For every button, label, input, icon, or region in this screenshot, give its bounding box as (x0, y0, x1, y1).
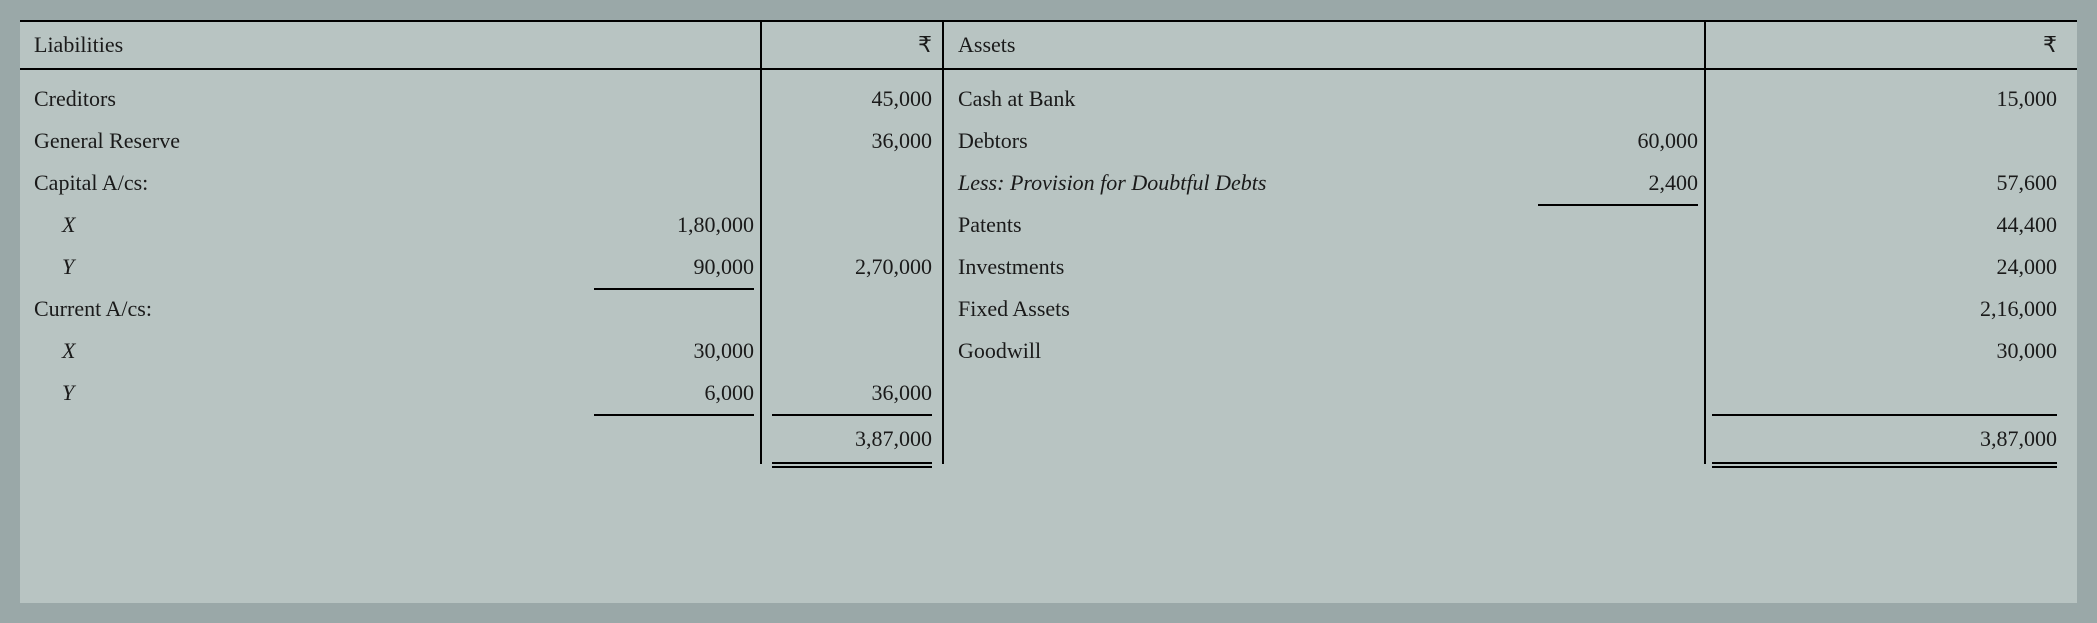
amt-investments: 24,000 (1712, 246, 2057, 288)
label-current-heading: Current A/cs: (34, 288, 574, 330)
amt-debtors-net: 57,600 (1712, 162, 2057, 204)
amt-cash: 15,000 (1712, 78, 2057, 120)
amt-ass-grand-total: 3,87,000 (1712, 414, 2057, 464)
label-general-reserve: General Reserve (34, 120, 574, 162)
amt-creditors: 45,000 (772, 78, 932, 120)
label-goodwill: Goodwill (958, 330, 1518, 372)
header-ass-currency: ₹ (1704, 22, 2077, 68)
col-ass-amt: 15,000 57,600 44,400 24,000 2,16,000 30,… (1704, 70, 2077, 464)
header-liab-currency: ₹ (762, 22, 944, 68)
sub-current-y: 6,000 (594, 372, 754, 416)
col-liab-labels: Creditors General Reserve Capital A/cs: … (20, 70, 588, 464)
label-capital-y: Y (34, 246, 574, 288)
label-investments: Investments (958, 246, 1518, 288)
amt-liab-grand-total: 3,87,000 (772, 414, 932, 464)
label-capital-x: X (34, 204, 574, 246)
header-row: Liabilities ₹ Assets ₹ (20, 22, 2077, 70)
header-liabilities: Liabilities (20, 22, 588, 68)
col-liab-sub: 1,80,000 90,000 30,000 6,000 (588, 70, 762, 464)
label-cash: Cash at Bank (958, 78, 1518, 120)
label-fixed-assets: Fixed Assets (958, 288, 1518, 330)
amt-current-total: 36,000 (772, 372, 932, 416)
label-current-x: X (34, 330, 574, 372)
amt-goodwill: 30,000 (1712, 330, 2057, 372)
sub-capital-x: 1,80,000 (594, 204, 754, 246)
balance-sheet-table: Liabilities ₹ Assets ₹ Creditors General… (20, 20, 2077, 603)
amt-fixed-assets: 2,16,000 (1712, 288, 2057, 330)
amt-patents: 44,400 (1712, 204, 2057, 246)
header-ass-sub-blank (1532, 22, 1704, 68)
header-assets: Assets (944, 22, 1532, 68)
label-debtors: Debtors (958, 120, 1518, 162)
col-ass-sub: 60,000 2,400 (1532, 70, 1704, 464)
col-ass-labels: Cash at Bank Debtors Less: Provision for… (944, 70, 1532, 464)
col-liab-amt: 45,000 36,000 2,70,000 36,000 3,87,000 (762, 70, 944, 464)
header-liab-sub-blank (588, 22, 762, 68)
label-capital-heading: Capital A/cs: (34, 162, 574, 204)
amt-capital-total: 2,70,000 (772, 246, 932, 288)
amt-general-reserve: 36,000 (772, 120, 932, 162)
label-patents: Patents (958, 204, 1518, 246)
sub-capital-y: 90,000 (594, 246, 754, 290)
sub-debtors: 60,000 (1538, 120, 1698, 162)
label-provision: Less: Provision for Doubtful Debts (958, 162, 1518, 204)
sub-current-x: 30,000 (594, 330, 754, 372)
label-current-y: Y (34, 372, 574, 414)
body: Creditors General Reserve Capital A/cs: … (20, 70, 2077, 464)
label-creditors: Creditors (34, 78, 574, 120)
sub-provision: 2,400 (1538, 162, 1698, 206)
